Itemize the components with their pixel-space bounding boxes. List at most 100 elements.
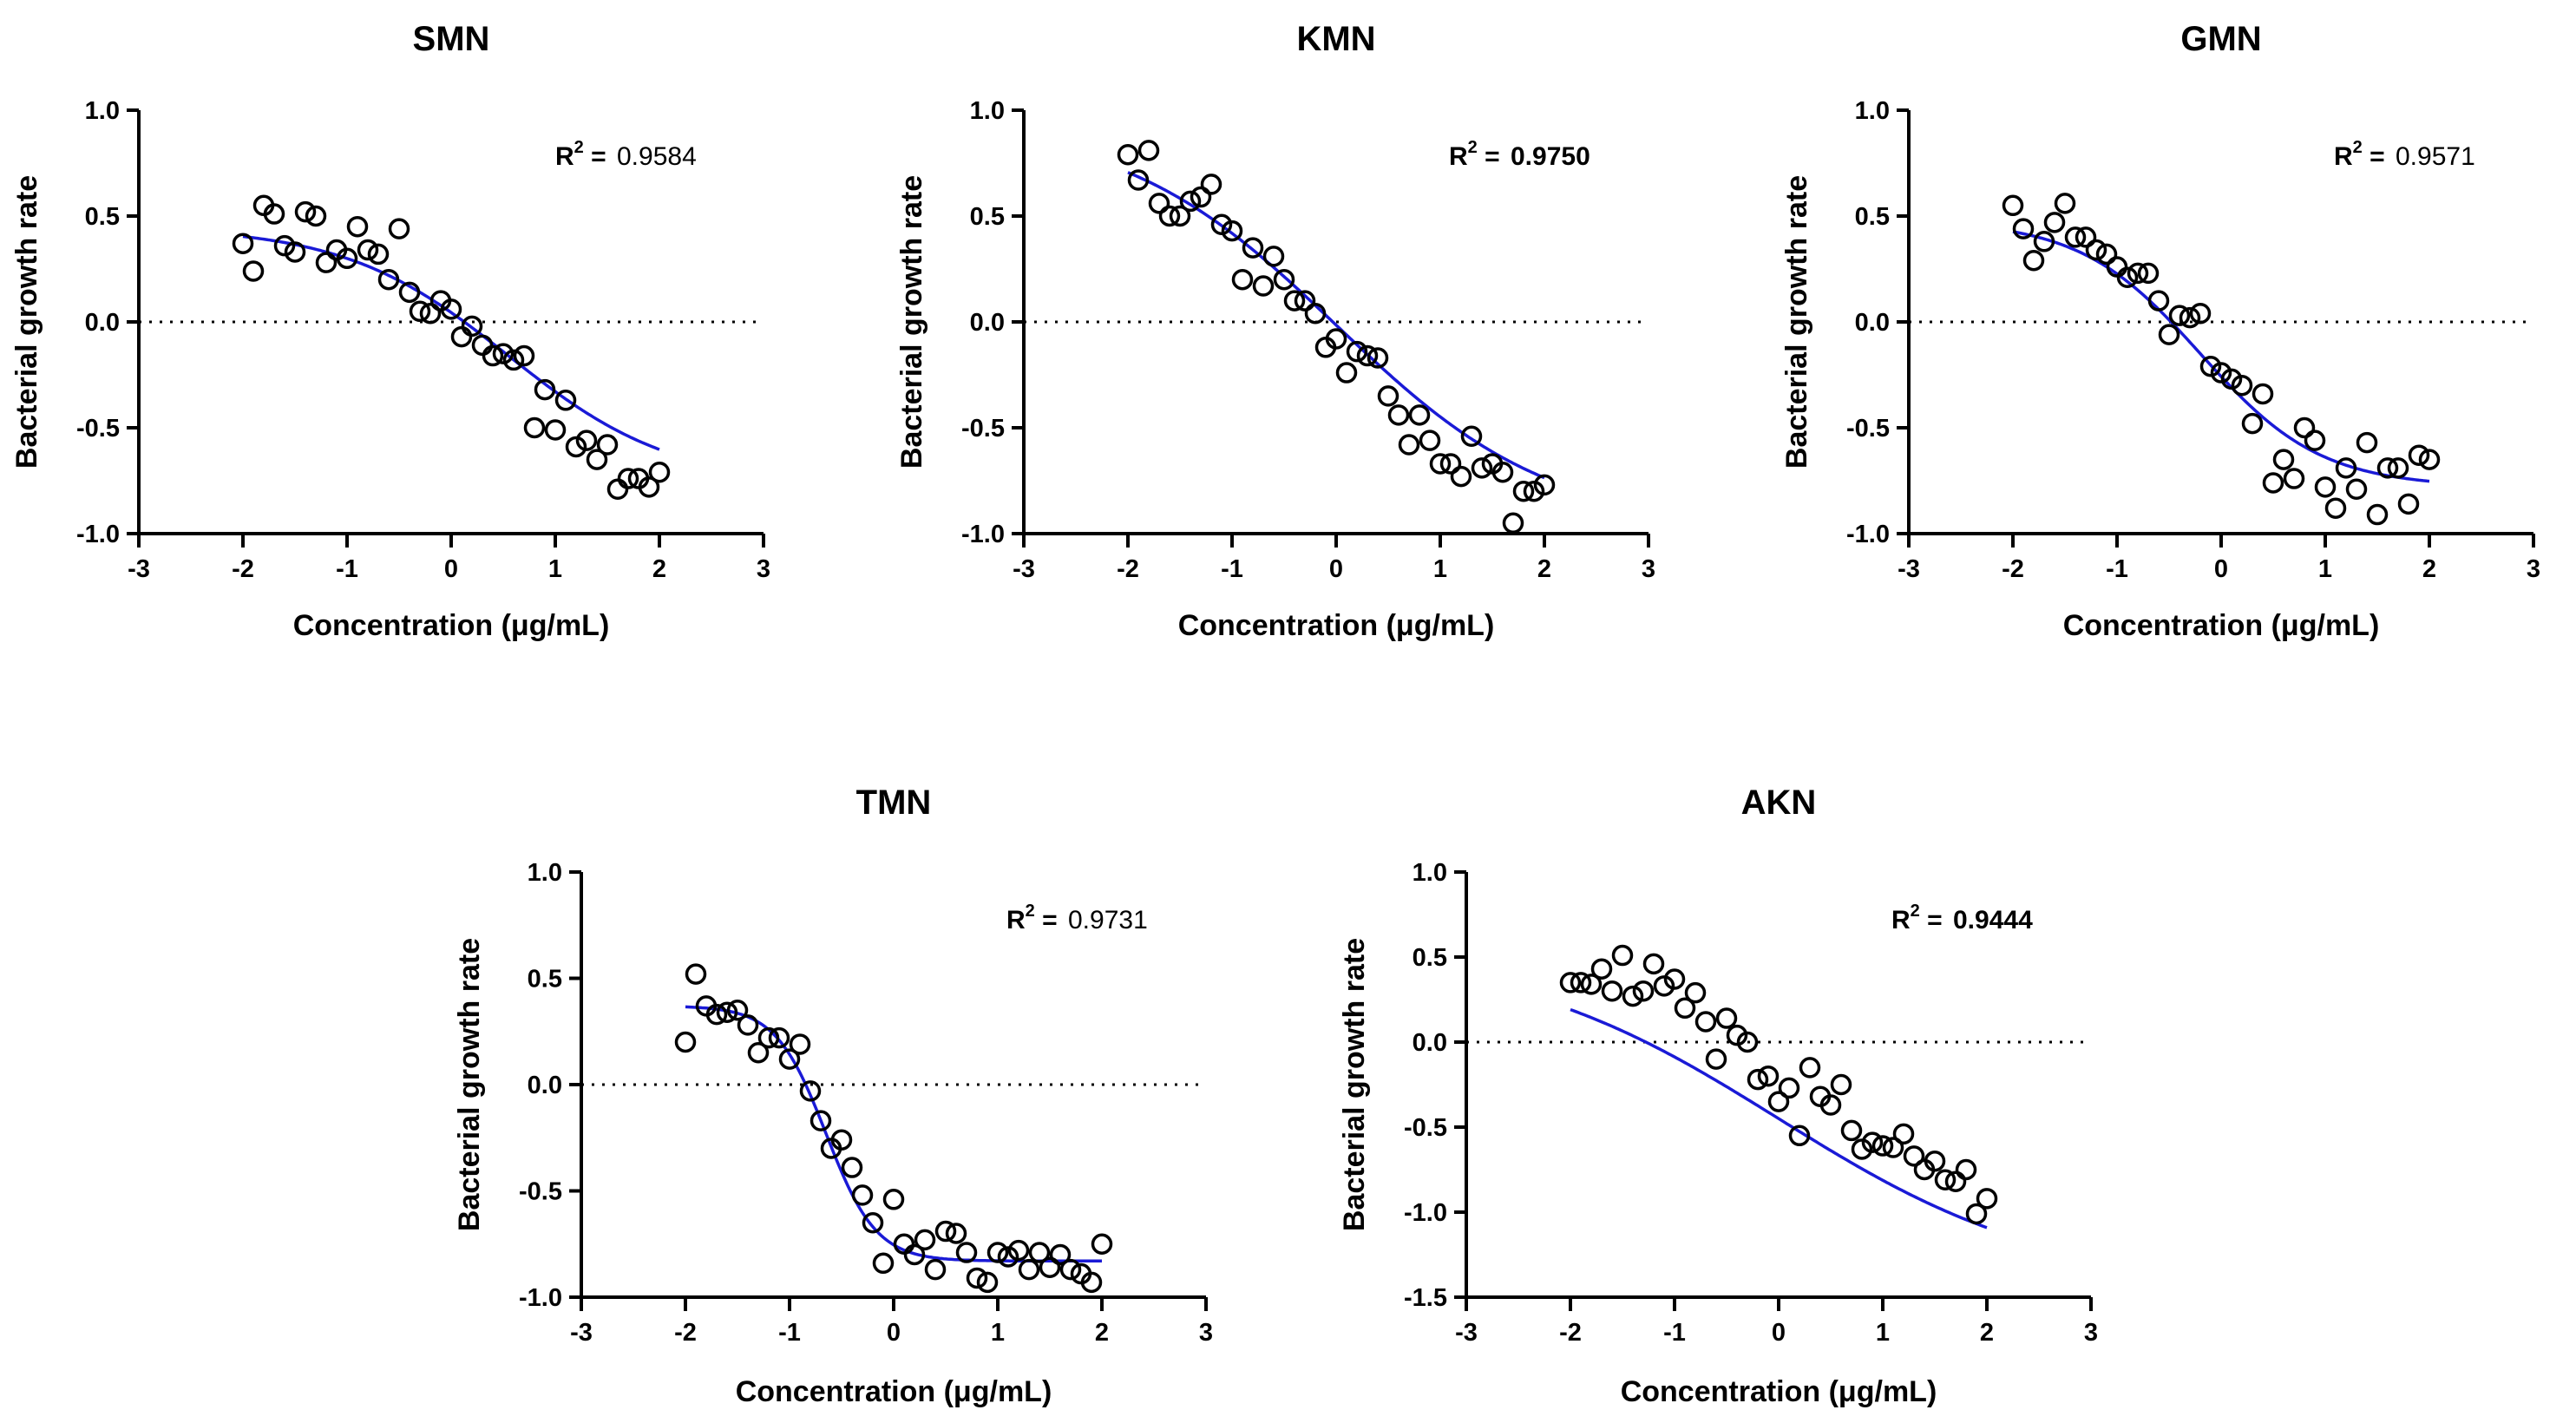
r-squared-annotation: R2 = 0.9731: [1006, 902, 1148, 934]
data-point: [2012, 218, 2035, 239]
x-axis-label: Concentration (μg/mL): [1621, 1375, 1937, 1408]
data-point: [2304, 430, 2326, 451]
x-tick-label: 3: [757, 555, 770, 583]
data-point: [1903, 1145, 1925, 1167]
data-point: [1367, 347, 1389, 369]
x-tick-label: -1: [1663, 1319, 1686, 1347]
data-point: [1398, 434, 1420, 456]
data-point: [606, 478, 629, 501]
chart-title: AKN: [1741, 784, 1817, 822]
data-point: [638, 476, 660, 498]
chart-svg: GMN -1.0 -0.5 0.0 0.5 1.0 -3 -2 -1 0 1 2 3 Concentrat…: [1780, 20, 2540, 642]
chart-title: TMN: [856, 784, 932, 822]
data-point: [2293, 416, 2316, 439]
data-point: [2064, 226, 2087, 248]
data-point: [2397, 493, 2420, 515]
y-tick-label: 1.0: [970, 97, 1005, 125]
y-tick-label: 0.0: [1413, 1029, 1447, 1057]
data-point: [2210, 362, 2232, 384]
r-squared-value: 0.9731: [1068, 906, 1148, 934]
data-point: [997, 1246, 1019, 1268]
r-squared-value: 0.9571: [2396, 142, 2475, 171]
y-axis-label: Bacterial growth rate: [895, 175, 928, 469]
x-tick-label: -1: [1221, 555, 1243, 583]
data-point: [1377, 385, 1399, 407]
data-point: [986, 1242, 1009, 1263]
data-point: [461, 315, 483, 338]
x-tick-label: -3: [1013, 555, 1035, 583]
data-point: [1512, 480, 1535, 502]
x-tick-label: -3: [1455, 1319, 1478, 1347]
data-point: [1356, 344, 1379, 367]
r-squared-annotation: R2 = 0.9750: [1449, 138, 1590, 171]
data-point: [284, 241, 306, 263]
data-point: [1491, 461, 1514, 483]
data-point: [1262, 246, 1285, 267]
data-point: [1955, 1158, 1977, 1181]
data-point: [2262, 472, 2284, 494]
data-point: [2002, 194, 2024, 217]
data-point: [747, 1042, 770, 1064]
data-point: [2272, 449, 2295, 470]
data-point: [398, 281, 421, 304]
data-point: [336, 247, 358, 270]
data-point: [2189, 302, 2212, 325]
data-point: [851, 1184, 874, 1206]
data-point: [1127, 169, 1150, 191]
data-point: [2137, 262, 2160, 285]
data-point: [1304, 302, 1327, 325]
data-point: [1007, 1239, 1030, 1262]
data-point: [914, 1229, 936, 1251]
chart-svg: KMN -1.0 -0.5 0.0 0.5 1.0 -3 -2 -1 0 1 2 3 Concentrat…: [895, 20, 1655, 642]
data-point: [2345, 478, 2368, 501]
data-point: [1892, 1123, 1915, 1145]
data-point: [617, 468, 639, 489]
data-point: [1851, 1138, 1873, 1160]
x-tick-label: -3: [128, 555, 150, 583]
x-axis-label: Concentration (μg/mL): [293, 609, 610, 642]
data-point: [232, 233, 254, 254]
data-point: [1778, 1077, 1800, 1099]
data-point: [1570, 972, 1592, 993]
data-point: [768, 1026, 790, 1049]
chart-svg: AKN -1.5 -1.0 -0.5 0.0 0.5 1.0 -3 -2 -1 0 1 2 3 Concen…: [1338, 784, 2098, 1408]
data-point: [575, 430, 598, 451]
data-point: [1091, 1233, 1113, 1255]
data-point: [841, 1157, 863, 1178]
data-point: [1283, 290, 1306, 311]
r-squared-annotation: R2 = 0.9584: [555, 138, 697, 171]
x-tick-label: 2: [652, 555, 666, 583]
x-tick-label: 2: [2422, 555, 2436, 583]
data-point: [1179, 190, 1202, 213]
data-point: [1559, 972, 1582, 993]
x-tick-label: 1: [991, 1319, 1005, 1347]
chart-panel-tmn: TMN -1.0 -0.5 0.0 0.5 1.0 -3 -2 -1 0 1 2 3 Concentrat…: [442, 755, 1275, 1423]
data-point: [1653, 975, 1675, 997]
data-point: [1158, 205, 1181, 227]
data-point: [2314, 476, 2337, 498]
x-tick-label: -3: [1898, 555, 1920, 583]
data-point: [955, 1242, 978, 1263]
data-point: [1408, 404, 1431, 426]
data-point: [502, 349, 525, 371]
data-point: [1799, 1057, 1821, 1079]
data-point: [2324, 497, 2347, 519]
data-point: [2179, 306, 2201, 329]
data-point: [789, 1033, 811, 1055]
data-point: [2356, 431, 2378, 454]
data-point: [1387, 404, 1410, 426]
x-tick-label: 1: [2318, 555, 2332, 583]
x-tick-label: 0: [2214, 555, 2228, 583]
x-tick-label: -2: [232, 555, 254, 583]
data-point: [716, 1001, 738, 1023]
data-point: [1726, 1024, 1748, 1046]
data-point: [872, 1252, 895, 1275]
data-point: [1117, 143, 1139, 166]
data-point: [2418, 449, 2441, 470]
data-point: [1924, 1150, 1946, 1172]
data-point: [1221, 220, 1243, 242]
x-tick-label: 0: [1772, 1319, 1786, 1347]
chart-panel-akn: AKN -1.5 -1.0 -0.5 0.0 0.5 1.0 -3 -2 -1 0 1 2 3 Concen…: [1327, 755, 2160, 1423]
data-point: [2387, 457, 2409, 479]
